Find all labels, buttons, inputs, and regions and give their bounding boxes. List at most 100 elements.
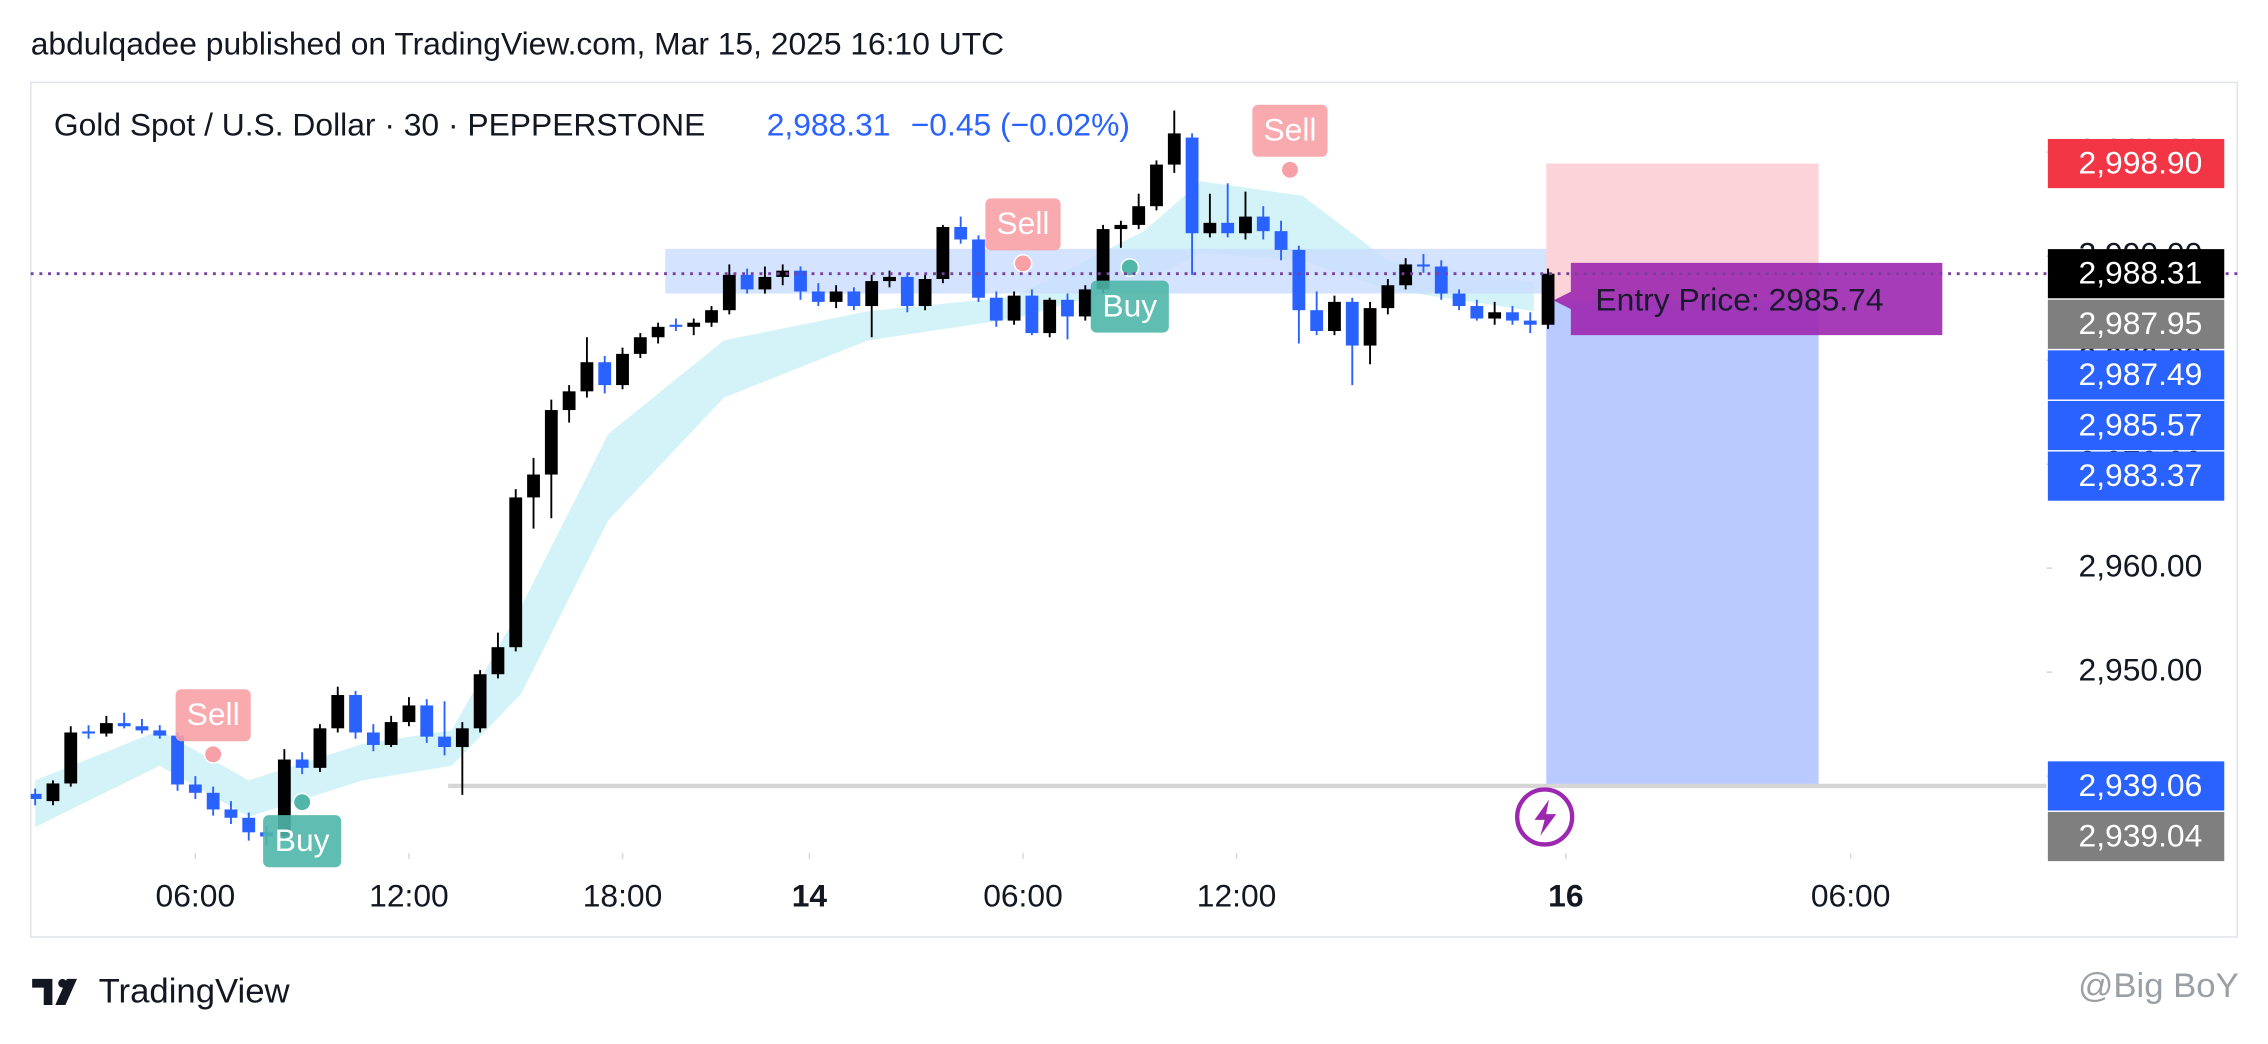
candle-body <box>30 793 42 800</box>
candle-body <box>722 274 736 311</box>
candle-body <box>491 647 505 675</box>
candle-body <box>1096 229 1110 290</box>
candle-body <box>46 783 60 802</box>
candle-body <box>829 291 843 302</box>
candle-body <box>1399 264 1413 286</box>
candle-body <box>633 337 647 354</box>
candle-body <box>1523 320 1537 325</box>
signal-label: Sell <box>1263 112 1316 148</box>
brand: TradingView <box>99 973 291 1011</box>
candle-body <box>544 410 558 475</box>
price-badge-label: 2,998.90 <box>2079 144 2203 180</box>
x-tick-label: 06:00 <box>156 877 236 913</box>
entry-label-box <box>1553 262 1943 336</box>
candle-body <box>438 736 451 748</box>
price-badge <box>2047 400 2225 451</box>
candle-body <box>900 276 914 307</box>
candle-body <box>1239 216 1252 234</box>
signal-dot <box>1120 258 1140 277</box>
x-tick-label: 06:00 <box>983 877 1063 913</box>
candle-body <box>349 695 362 733</box>
price-badge-label: 2,985.57 <box>2079 406 2203 442</box>
signal-dot <box>292 792 312 812</box>
candle-body <box>117 723 131 727</box>
candle-body <box>527 474 540 498</box>
candle-body <box>331 695 345 729</box>
candle-body <box>794 270 807 292</box>
candle-body <box>1150 164 1163 207</box>
candle-body <box>1114 224 1128 230</box>
signal-dot <box>1013 253 1033 273</box>
watermark: @Big BoY <box>2078 967 2239 1005</box>
entry-label: Entry Price: 2985.74 <box>1595 281 1883 317</box>
candle-body <box>366 732 380 745</box>
candle-body <box>1203 222 1217 234</box>
y-tick-label: 2,950.00 <box>2079 652 2203 688</box>
candle-body <box>740 274 754 290</box>
candle-body <box>1506 312 1519 321</box>
price-badge-label: 2,939.06 <box>2079 767 2203 803</box>
candle-body <box>847 291 861 307</box>
indicator-band <box>35 181 1534 828</box>
candle-body <box>1078 289 1092 317</box>
signal-dot <box>1280 160 1300 180</box>
candle-body <box>1470 306 1484 319</box>
candle-body <box>811 291 825 302</box>
price-badge-label: 2,987.95 <box>2079 305 2203 341</box>
signal-box <box>175 689 251 742</box>
candle-body <box>562 391 576 411</box>
price-badge <box>2047 761 2225 811</box>
candle-body <box>1185 137 1199 234</box>
candle-body <box>1345 301 1359 346</box>
candle-body <box>1292 249 1306 311</box>
candle-body <box>1434 266 1448 294</box>
signal-label: Buy <box>275 822 330 858</box>
candle-body <box>954 226 968 240</box>
candle-body <box>153 730 167 736</box>
candle-body <box>865 281 879 307</box>
candle-body <box>1310 310 1324 332</box>
candle-body <box>313 728 327 768</box>
price-badge <box>2047 451 2225 501</box>
candle-body <box>99 723 113 734</box>
signal-label: Sell <box>187 696 240 732</box>
candle-body <box>455 728 469 748</box>
price-badge <box>2047 299 2225 349</box>
candle-body <box>1025 295 1039 334</box>
candle-body <box>1043 299 1057 334</box>
signal-label: Sell <box>996 205 1049 241</box>
candle-body <box>1007 295 1021 321</box>
candle-body <box>669 324 683 327</box>
candle-body <box>188 784 202 793</box>
candle-body <box>936 226 950 279</box>
candle-body <box>242 817 256 833</box>
candle-body <box>171 735 184 785</box>
candle-body <box>598 362 612 386</box>
candle-body <box>989 297 1003 321</box>
candle-body <box>651 326 665 338</box>
candle-body <box>135 726 149 731</box>
signal-box <box>985 198 1061 251</box>
candle-body <box>1452 293 1466 307</box>
candle-body <box>580 362 594 392</box>
x-tick-label: 14 <box>792 877 828 913</box>
candle-body <box>705 310 718 323</box>
candle-body <box>420 705 434 737</box>
candle-body <box>295 759 309 768</box>
x-tick-label: 16 <box>1548 877 1583 913</box>
price-badge-label: 2,987.49 <box>2079 356 2203 392</box>
x-tick-label: 06:00 <box>1811 877 1891 913</box>
overlay: Entry Price: 2985.74 Sell Buy Sell Buy Sell <box>175 104 1943 868</box>
signal-box <box>1252 104 1328 157</box>
candle-body <box>687 322 701 327</box>
candle-body <box>224 809 238 818</box>
price-badge <box>2047 350 2225 400</box>
candle-body <box>509 497 523 648</box>
candle-body <box>384 722 398 745</box>
y-tick-label: 2,960.00 <box>2079 548 2203 584</box>
candle-body <box>1274 231 1288 250</box>
candle-body <box>1541 273 1555 325</box>
candle-body <box>758 276 772 290</box>
signal-dot <box>203 744 223 764</box>
